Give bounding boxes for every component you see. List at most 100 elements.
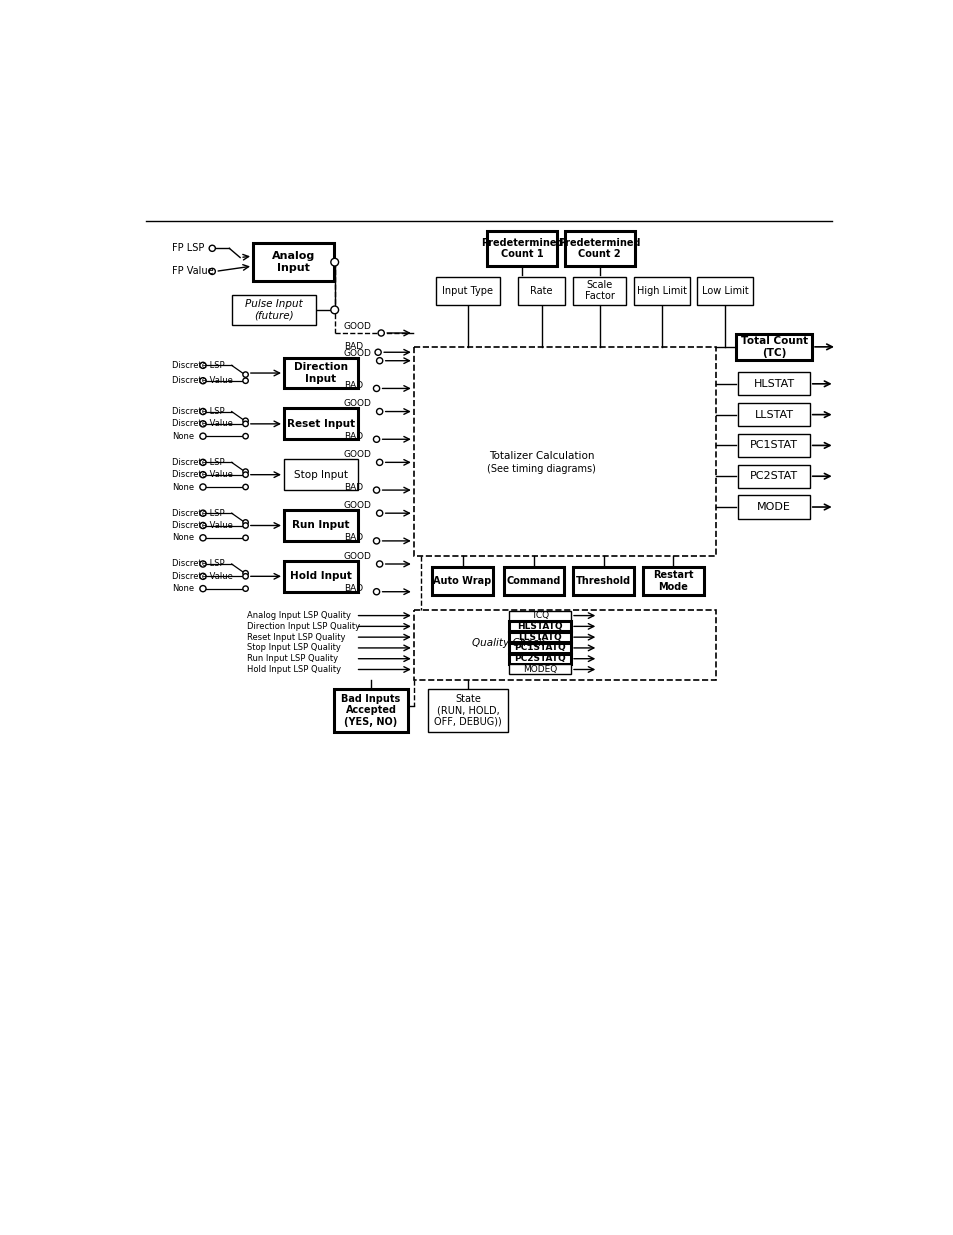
Text: None: None — [172, 534, 193, 542]
Circle shape — [376, 409, 382, 415]
Text: Discrete LSP: Discrete LSP — [172, 458, 224, 467]
Text: PC2STATQ: PC2STATQ — [514, 655, 565, 663]
Bar — [253, 243, 334, 282]
Bar — [432, 567, 493, 595]
Text: Quality Check: Quality Check — [472, 638, 543, 648]
Text: PC2STAT: PC2STAT — [749, 472, 798, 482]
Text: Run Input LSP Quality: Run Input LSP Quality — [247, 655, 338, 663]
Text: Discrete LSP: Discrete LSP — [172, 408, 224, 416]
Text: HLSTAT: HLSTAT — [753, 379, 794, 389]
Bar — [642, 567, 703, 595]
Text: Discrete Value: Discrete Value — [172, 377, 233, 385]
Text: MODE: MODE — [757, 501, 790, 513]
Text: BAD: BAD — [344, 584, 363, 593]
Bar — [509, 621, 571, 631]
Bar — [738, 495, 809, 519]
Text: Direction
Input: Direction Input — [294, 362, 348, 384]
Circle shape — [243, 419, 248, 424]
Bar — [284, 510, 357, 541]
Circle shape — [243, 535, 248, 541]
Circle shape — [199, 409, 206, 415]
Bar — [284, 459, 357, 490]
Text: FP Value: FP Value — [172, 267, 213, 277]
Bar — [503, 567, 563, 595]
Circle shape — [209, 246, 215, 252]
Text: Predetermined
Count 2: Predetermined Count 2 — [558, 237, 640, 259]
Circle shape — [331, 258, 338, 266]
Circle shape — [377, 330, 384, 336]
Text: FP LSP: FP LSP — [172, 243, 204, 253]
Text: (See timing diagrams): (See timing diagrams) — [487, 463, 596, 473]
Text: MODEQ: MODEQ — [522, 664, 557, 674]
Text: None: None — [172, 432, 193, 441]
Circle shape — [199, 510, 206, 516]
Bar — [738, 403, 809, 426]
Bar — [334, 689, 408, 732]
Text: Analog
Input: Analog Input — [272, 252, 314, 273]
Text: BAD: BAD — [344, 342, 363, 351]
Circle shape — [243, 378, 248, 383]
Text: Discrete Value: Discrete Value — [172, 521, 233, 530]
Bar — [509, 610, 571, 621]
Text: GOOD: GOOD — [344, 501, 372, 510]
Text: Threshold: Threshold — [576, 576, 631, 585]
Text: Discrete LSP: Discrete LSP — [172, 361, 224, 369]
Bar — [697, 277, 753, 305]
Bar — [284, 409, 357, 440]
Circle shape — [376, 561, 382, 567]
Circle shape — [243, 573, 248, 579]
Text: Command: Command — [506, 576, 560, 585]
Circle shape — [243, 571, 248, 576]
Bar — [284, 561, 357, 592]
Text: Discrete Value: Discrete Value — [172, 471, 233, 479]
Circle shape — [373, 436, 379, 442]
Bar — [573, 277, 625, 305]
Circle shape — [243, 472, 248, 478]
Text: GOOD: GOOD — [344, 552, 372, 561]
Text: BAD: BAD — [344, 380, 363, 390]
Text: Low Limit: Low Limit — [701, 285, 748, 295]
Circle shape — [243, 585, 248, 592]
Text: Run Input: Run Input — [292, 520, 349, 531]
Bar — [428, 689, 507, 732]
Circle shape — [243, 522, 248, 529]
Text: None: None — [172, 584, 193, 593]
Text: Reset Input: Reset Input — [287, 419, 355, 429]
Circle shape — [199, 484, 206, 490]
Text: PC1STAT: PC1STAT — [749, 441, 798, 451]
Text: State
(RUN, HOLD,
OFF, DEBUG)): State (RUN, HOLD, OFF, DEBUG)) — [434, 694, 501, 727]
Circle shape — [199, 561, 206, 567]
Text: Scale
Factor: Scale Factor — [584, 280, 614, 301]
Circle shape — [199, 362, 206, 368]
Text: LLSTATQ: LLSTATQ — [517, 632, 561, 642]
Circle shape — [376, 510, 382, 516]
Text: Hold Input: Hold Input — [290, 572, 352, 582]
Circle shape — [199, 378, 206, 384]
Text: LLSTAT: LLSTAT — [754, 410, 793, 420]
Circle shape — [199, 433, 206, 440]
Text: Totalizer Calculation: Totalizer Calculation — [488, 451, 594, 461]
Circle shape — [199, 573, 206, 579]
Bar — [436, 277, 499, 305]
Text: HLSTATQ: HLSTATQ — [517, 622, 562, 631]
Circle shape — [199, 421, 206, 427]
Text: Discrete LSP: Discrete LSP — [172, 509, 224, 517]
Text: Stop Input: Stop Input — [294, 469, 348, 479]
Circle shape — [243, 372, 248, 377]
Bar — [509, 632, 571, 642]
Circle shape — [376, 459, 382, 466]
Bar — [564, 231, 634, 266]
Bar — [509, 664, 571, 674]
Text: Hold Input LSP Quality: Hold Input LSP Quality — [247, 664, 341, 674]
Text: Stop Input LSP Quality: Stop Input LSP Quality — [247, 643, 340, 652]
Text: High Limit: High Limit — [636, 285, 686, 295]
Bar — [633, 277, 689, 305]
Text: Restart
Mode: Restart Mode — [653, 571, 693, 592]
Bar — [414, 347, 716, 556]
Text: GOOD: GOOD — [344, 348, 372, 357]
Circle shape — [199, 459, 206, 466]
Circle shape — [373, 385, 379, 391]
Bar — [738, 433, 809, 457]
Text: None: None — [172, 483, 193, 492]
Text: BAD: BAD — [344, 534, 363, 542]
